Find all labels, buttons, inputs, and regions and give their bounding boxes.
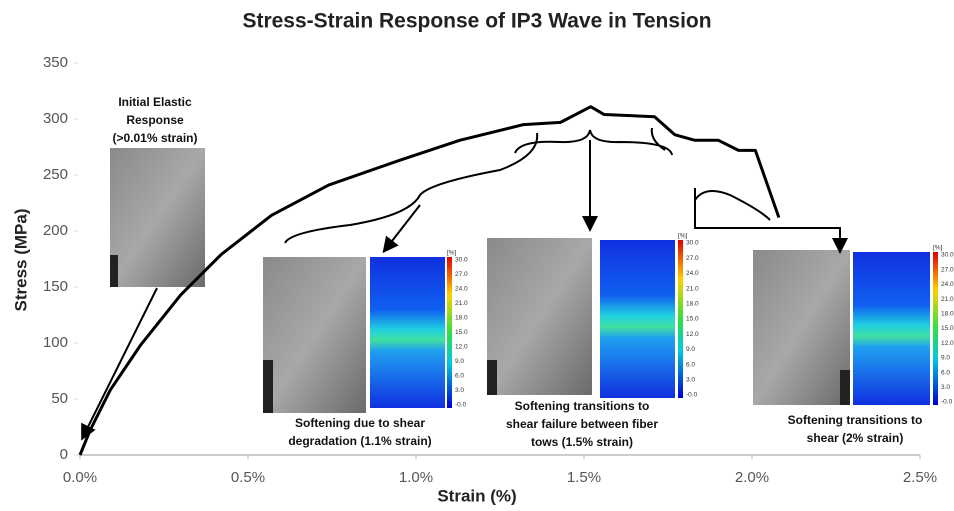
brace <box>694 190 771 221</box>
x-tick-label: 0.0% <box>63 469 97 486</box>
arrow <box>382 204 421 254</box>
colorbar-label: 21.0 <box>455 300 468 307</box>
colorbar-unit: [%] <box>678 233 688 240</box>
colorbar-label: -0.0 <box>686 392 698 399</box>
x-tick-label: 2.5% <box>903 469 937 486</box>
colorbar-label: 18.0 <box>686 301 699 308</box>
strain-map <box>600 240 675 398</box>
colorbar-label: 27.0 <box>455 271 468 278</box>
x-tick-label: 2.0% <box>735 469 769 486</box>
colorbar-unit: [%] <box>447 250 457 257</box>
colorbar-label: 6.0 <box>686 361 695 368</box>
colorbar-label: 15.0 <box>686 316 699 323</box>
colorbar <box>678 240 683 398</box>
photo-shadow <box>487 360 497 395</box>
annotation: (>0.01% strain) <box>112 131 197 145</box>
strain-map <box>370 257 445 408</box>
colorbar-label: 3.0 <box>455 387 464 394</box>
stress-strain-curve <box>78 105 781 456</box>
colorbar-label: 9.0 <box>686 346 695 353</box>
annotation: Softening transitions to <box>788 413 923 427</box>
y-tick-label: 350 <box>43 54 68 71</box>
colorbar-label: 9.0 <box>941 355 950 362</box>
colorbar-label: 9.0 <box>455 358 464 365</box>
colorbar <box>933 252 938 405</box>
colorbar-label: 12.0 <box>941 340 954 347</box>
colorbar-label: 21.0 <box>941 296 954 303</box>
x-tick-label: 1.0% <box>399 469 433 486</box>
annotation: Initial Elastic <box>118 95 192 109</box>
brace <box>514 127 673 156</box>
colorbar-label: 21.0 <box>686 285 699 292</box>
colorbar-label: 3.0 <box>686 377 695 384</box>
arrow <box>694 188 848 254</box>
colorbar-label: 18.0 <box>455 315 468 322</box>
colorbar-label: 6.0 <box>941 369 950 376</box>
arrow <box>81 287 158 441</box>
y-tick-label: 100 <box>43 334 68 351</box>
colorbar-label: 24.0 <box>455 286 468 293</box>
y-axis-label: Stress (MPa) <box>11 209 30 312</box>
y-tick-label: 150 <box>43 278 68 295</box>
photo-shadow <box>110 255 118 287</box>
colorbar-label: 15.0 <box>941 325 954 332</box>
colorbar-label: 3.0 <box>941 384 950 391</box>
colorbar-label: -0.0 <box>455 402 467 409</box>
annotation: shear (2% strain) <box>807 431 904 445</box>
x-tick-label: 1.5% <box>567 469 601 486</box>
chart-title: Stress-Strain Response of IP3 Wave in Te… <box>242 10 711 33</box>
photo <box>110 148 205 287</box>
photo <box>263 257 366 413</box>
y-tick-label: 200 <box>43 222 68 239</box>
x-tick-label: 0.5% <box>231 469 265 486</box>
colorbar-label: 24.0 <box>686 270 699 277</box>
colorbar-label: 30.0 <box>455 257 468 264</box>
colorbar-label: 30.0 <box>941 252 954 259</box>
annotation: Softening transitions to <box>515 399 650 413</box>
colorbar-label: -0.0 <box>941 399 953 406</box>
x-axis-label: Strain (%) <box>437 486 516 505</box>
y-tick-label: 250 <box>43 166 68 183</box>
photos <box>110 148 938 413</box>
annotation: Softening due to shear <box>295 416 425 430</box>
y-tick-label: 50 <box>51 390 68 407</box>
photo <box>487 238 592 395</box>
colorbar-label: 12.0 <box>686 331 699 338</box>
photo-shadow <box>263 360 273 413</box>
strain-map <box>853 252 930 405</box>
y-tick-label: 0 <box>60 446 68 463</box>
annotation: shear failure between fiber <box>506 417 658 431</box>
colorbar-label: 18.0 <box>941 311 954 318</box>
annotation-arrows <box>81 127 848 441</box>
colorbar-label: 15.0 <box>455 329 468 336</box>
brace <box>284 132 539 244</box>
colorbar-label: 6.0 <box>455 373 464 380</box>
annotation: degradation (1.1% strain) <box>288 434 431 448</box>
colorbar-unit: [%] <box>933 245 943 252</box>
photo-shadow <box>840 370 850 405</box>
annotation: Response <box>126 113 184 127</box>
colorbar-label: 12.0 <box>455 344 468 351</box>
colorbar <box>447 257 452 408</box>
colorbar-label: 24.0 <box>941 281 954 288</box>
colorbar-label: 27.0 <box>686 255 699 262</box>
photo <box>753 250 850 405</box>
colorbar-label: 30.0 <box>686 240 699 247</box>
colorbar-label: 27.0 <box>941 266 954 273</box>
annotation: tows (1.5% strain) <box>531 435 633 449</box>
y-tick-label: 300 <box>43 110 68 127</box>
